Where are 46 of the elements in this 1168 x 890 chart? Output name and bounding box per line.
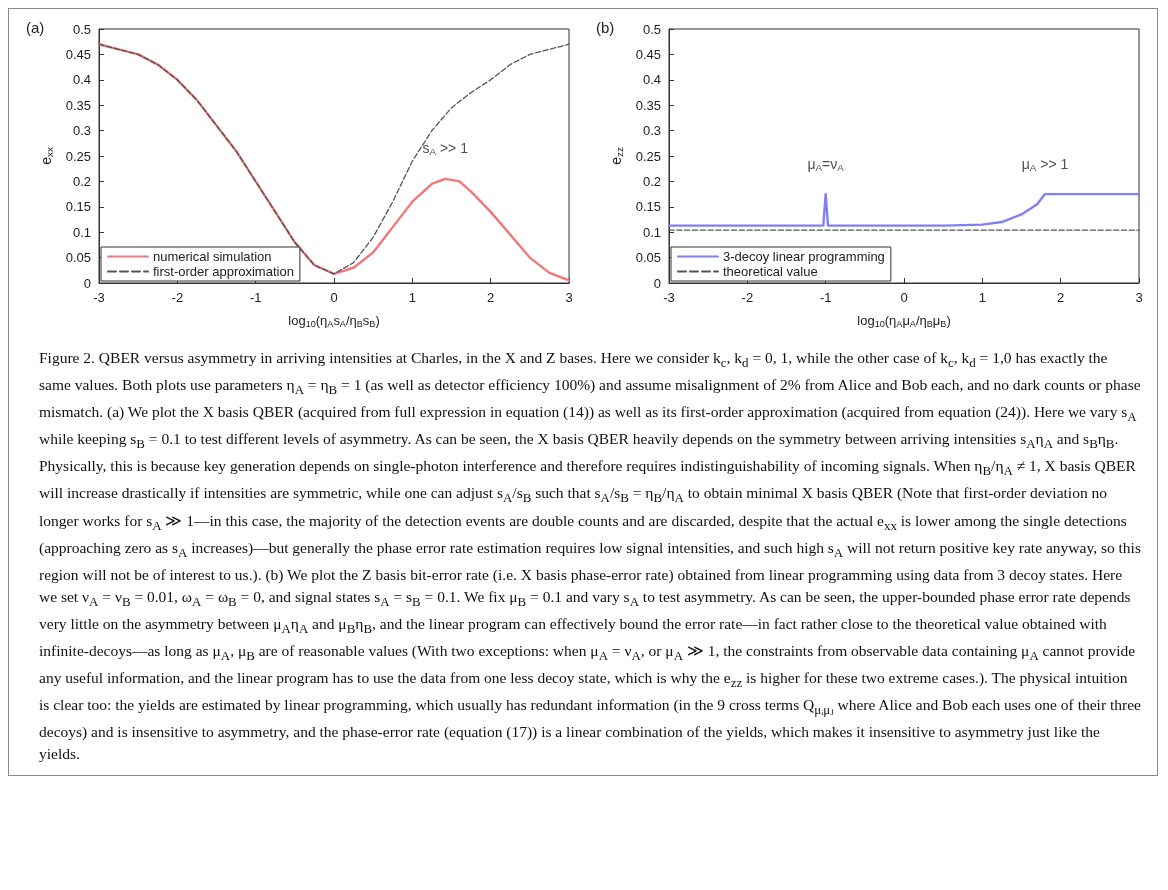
x-tick-label: -2 xyxy=(741,290,754,305)
y-axis-title: exx xyxy=(38,147,56,165)
x-tick-label: 2 xyxy=(1057,290,1065,305)
x-tick-label: 3 xyxy=(565,290,573,305)
y-tick-label: 0.35 xyxy=(65,97,91,113)
y-tick-label: 0 xyxy=(653,275,661,291)
y-tick-label: 0.2 xyxy=(72,173,91,189)
x-tick-label: 2 xyxy=(487,290,495,305)
text: Figure 2. QBER versus asymmetry in arriving intensities at Charles, in the X and Z bases. Here we consider k$_{c}$, k$_{d}$ = 0, 1, while the other case of k$_{c}$, k$_{d}$ = 1,0 has exactly the same values. Both plots use parameters η$_{A}$ = η$_{B}$ = 1 (as well as detector efficiency 100%) and assume misalignment of 2% from Alice and Bob each, and no dark counts or phase mismatch. (a) We plot the X basis QBER (acquired from full expression in equation (14)) as well as its first-order approximation (acquired from equation (24)). Here we vary s$_{A}$ while keeping s$_{B}$ = 0.1 to test different levels of asymmetry. As can be seen, the X basis QBER heavily depends on the symmetry between arriving intensities s$_{A}$η$_{A}$ and s$_{B}$η$_{B}$. Physically, this is because key generation depends on single-photon interference and therefore requires indistinguishability of incoming signals. When η$_{B}$/η$_{A}$ ≠ 1, X basis QBER will increase drastically if intensities are symmetric, while one can adjust s$_{A}$/s$_{B}$ such that s$_{A}$/s$_{B}$ = η$_{B}$/η$_{A}$ to obtain minimal X basis QBER (Note that first-order deviation no longer works for s$_{A}$ ≫ 1—in this case, the majority of the detection events are double counts and are discarded, despite that the actual e$_{xx}$ is lower among the single detections (approaching zero as s$_{A}$ increases)—but generally the phase error rate estimation requires low signal intensities, and such high s$_{A}$ will not return positive key rate anyway, so this region will not be of interest to us.). (b) We plot the Z basis bit-error rate (i.e. X basis phase-error rate) obtained from linear programming using data from 3 decoy states. Here we set ν$_{A}$ = ν$_{B}$ = 0.01, ω$_{A}$ = ω$_{B}$ = 0, and signal states s$_{A}$ = s$_{B}$ = 0.1. We fix μ$_{B}$ = 0.1 and vary s$_{A}$ to test asymmetry. As can be seen, the upper-bounded phase error rate depends very little on the asymmetry between μ$_{A}$η$_{A}$ and μ$_{B}$η$_{B}$, and the linear program can effectively bound the error rate—in fact rather close to the theoretical value obtained with infinite-decoys—as long as μ$_{A}$, μ$_{B}$ are of reasonable values (With two exceptions: when μ$_{A}$ = ν$_{A}$, or μ$_{A}$ ≫ 1, the constraints from observable data containing μ$_{A}$ cannot provide any useful information, and the linear program has to use the data from one less decoy state, which is why the e$_{zz}$ is higher for these two extreme cases.). The physical intuition is clear too: the yields are estimated by linear programming, which usually has redundant information (in the 9 cross terms Q$_{μᵢμⱼ}$ where Alice and Bob each uses one of their three decoys) and is insensitive to asymmetry, and the phase-error rate (equation (17)) is a linear combination of the yields, which makes it insensitive to asymmetry just like the yields. xyxy=(39,349,1141,763)
y-tick-label: 0.1 xyxy=(72,224,91,240)
legend-label: theoretical value xyxy=(723,264,818,279)
x-tick-label: 1 xyxy=(978,290,986,305)
y-tick-label: 0.25 xyxy=(635,148,661,164)
legend-label: first-order approximation xyxy=(153,264,294,279)
chart-title: (b) xyxy=(596,19,615,36)
y-tick-label: 0.4 xyxy=(642,72,661,88)
x-tick-label: 0 xyxy=(900,290,908,305)
y-tick-label: 0.2 xyxy=(642,173,661,189)
y-tick-label: 0.5 xyxy=(642,21,661,37)
y-tick-label: 0.25 xyxy=(65,148,91,164)
x-tick-label: -1 xyxy=(819,290,832,305)
chart-title: (a) xyxy=(26,19,45,36)
x-tick-label: 3 xyxy=(1135,290,1143,305)
y-tick-label: 0.3 xyxy=(72,123,91,139)
line-series xyxy=(667,192,1141,227)
legend-label: numerical simulation xyxy=(153,249,272,264)
x-tick-label: -3 xyxy=(93,290,105,305)
y-tick-label: 0.15 xyxy=(635,199,661,215)
x-tick-label: -2 xyxy=(171,290,184,305)
y-tick-label: 0.05 xyxy=(65,250,91,266)
x-tick-label: -3 xyxy=(663,290,675,305)
y-tick-label: 0.1 xyxy=(642,224,661,240)
y-tick-label: 0.35 xyxy=(635,97,661,113)
y-tick-label: 0.5 xyxy=(72,21,91,37)
y-tick-label: 0.4 xyxy=(72,72,91,88)
y-tick-label: 0 xyxy=(83,275,91,291)
legend-label: 3-decoy linear programming xyxy=(723,249,885,264)
y-tick-label: 0.05 xyxy=(635,250,661,266)
y-tick-label: 0.45 xyxy=(65,46,91,62)
y-tick-label: 0.15 xyxy=(65,199,91,215)
x-tick-label: 0 xyxy=(330,290,338,305)
x-tick-label: 1 xyxy=(408,290,416,305)
y-axis-title: ezz xyxy=(608,147,626,165)
x-tick-label: -1 xyxy=(249,290,262,305)
y-tick-label: 0.3 xyxy=(642,123,661,139)
y-tick-label: 0.45 xyxy=(635,46,661,62)
